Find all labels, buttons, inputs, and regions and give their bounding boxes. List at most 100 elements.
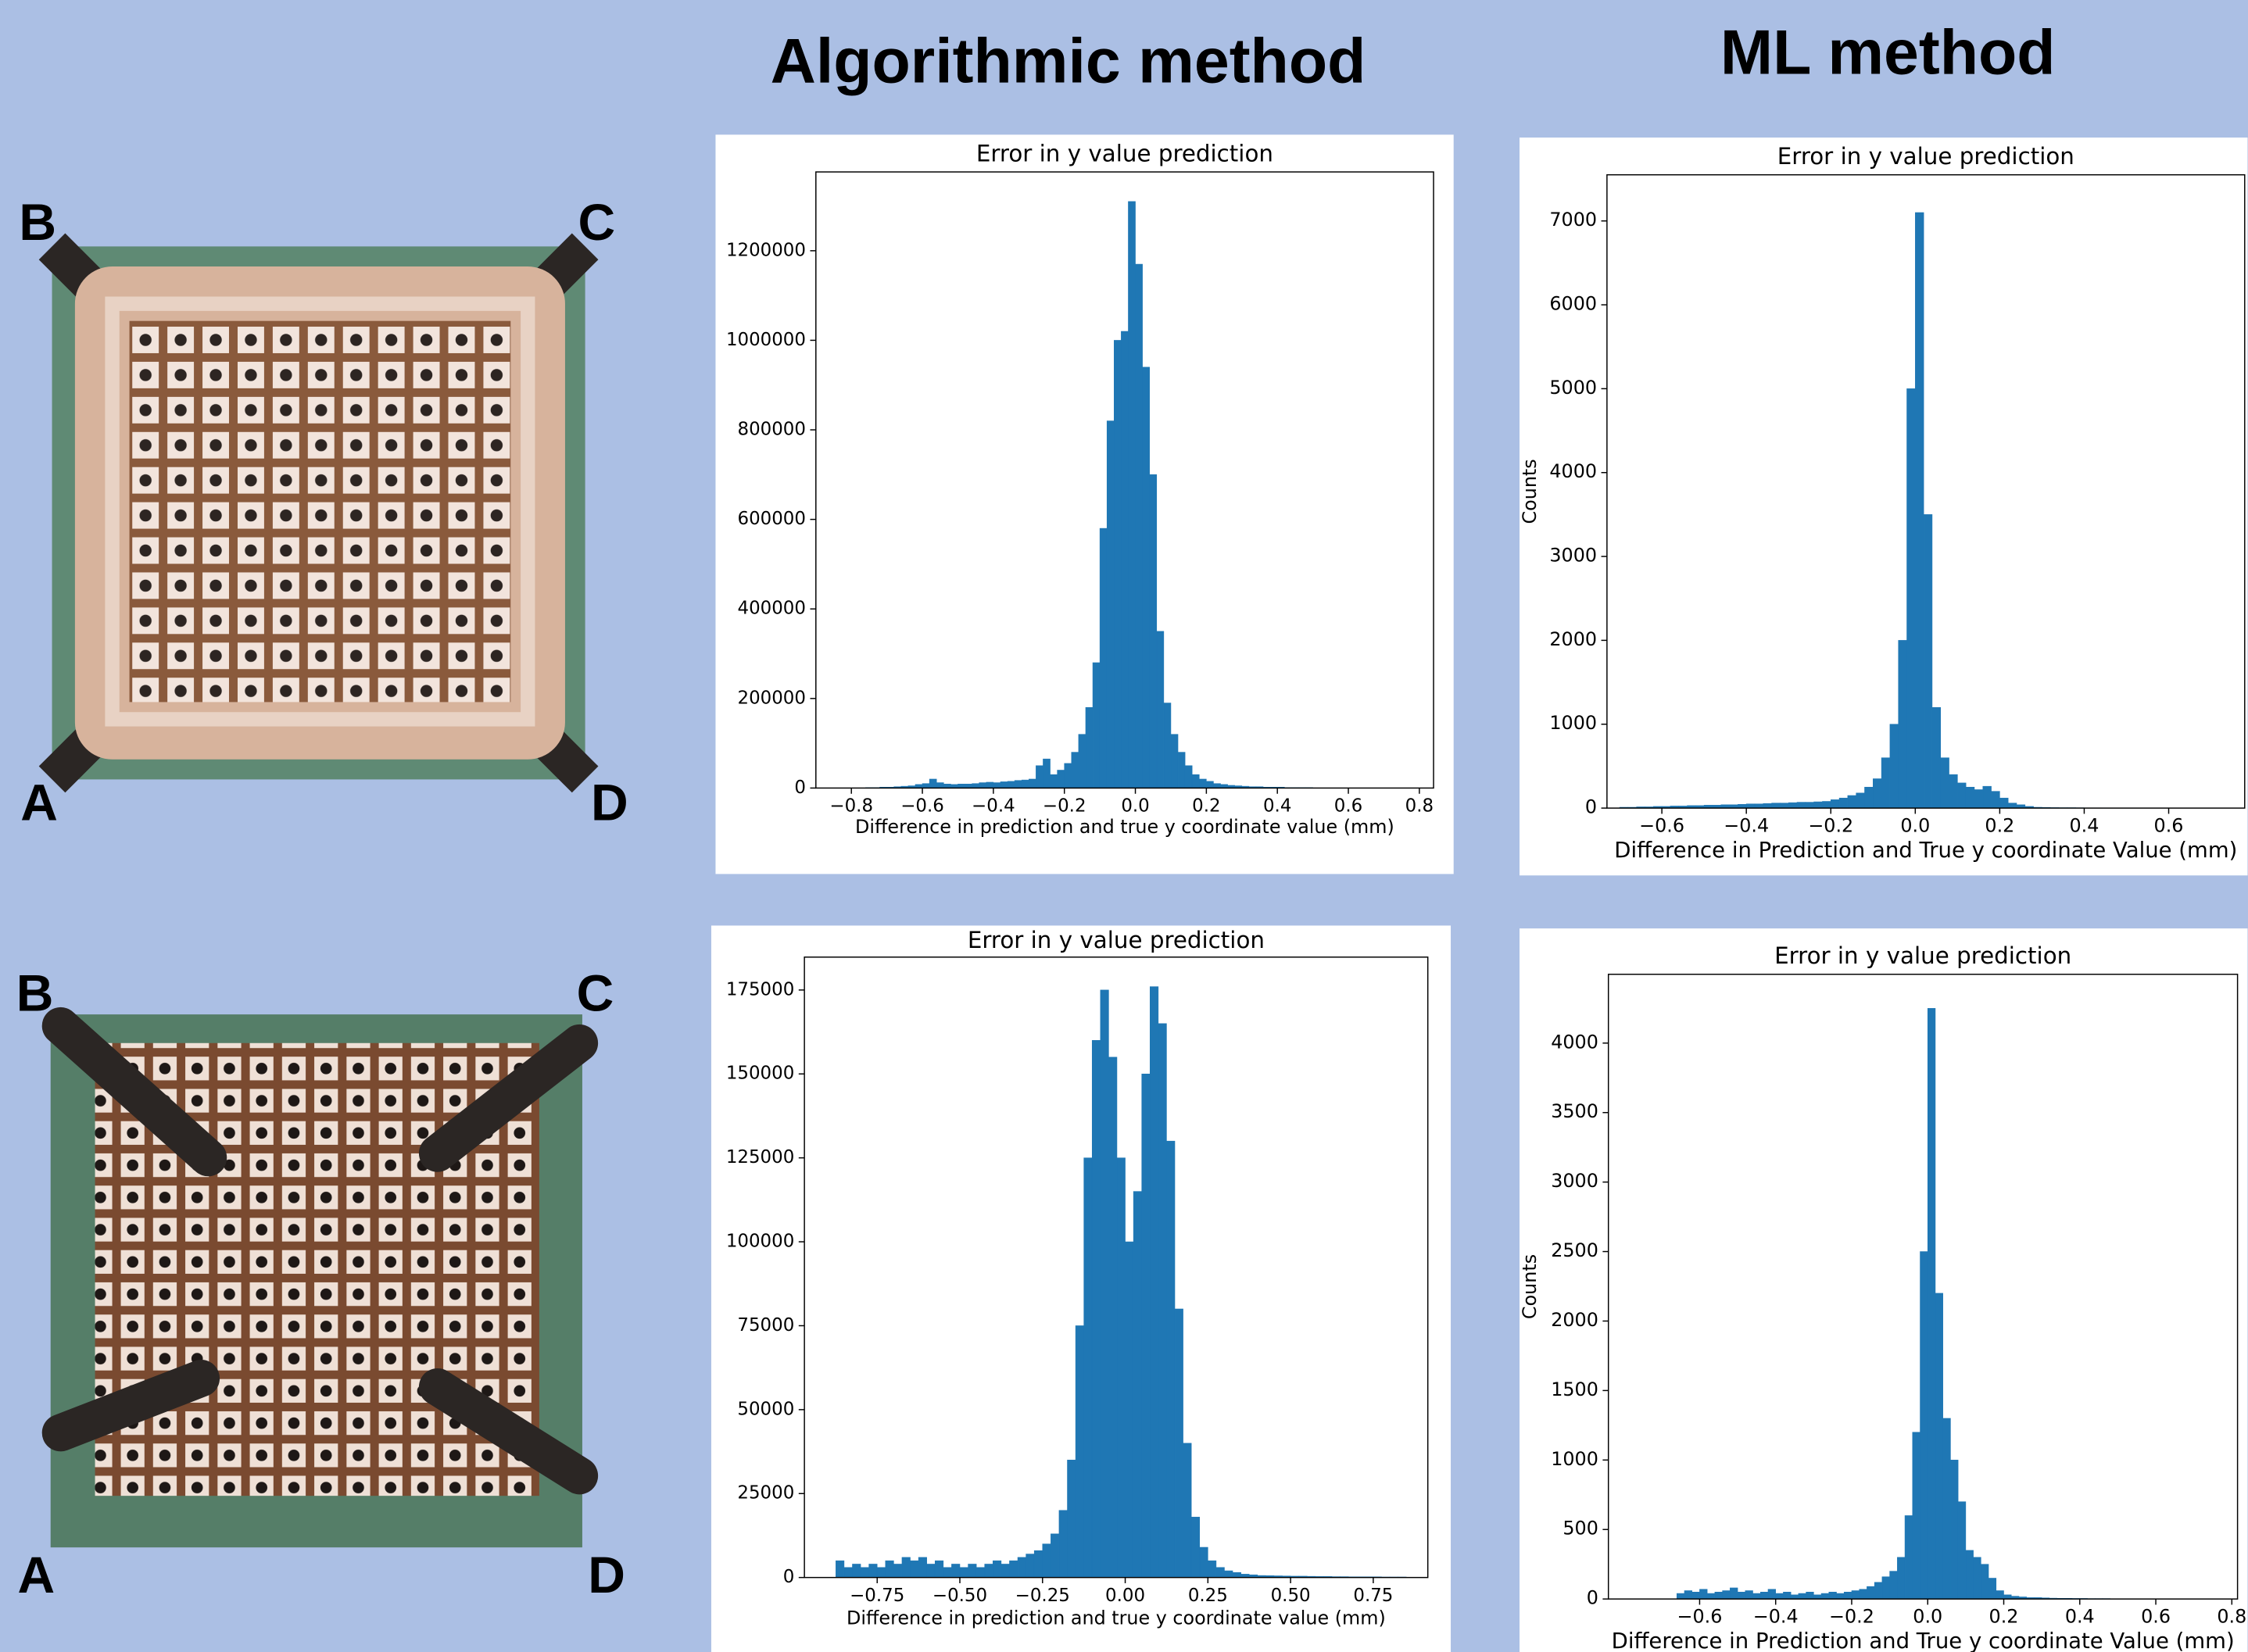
histogram-bar xyxy=(1851,1590,1860,1600)
x-tick-label: 0.0 xyxy=(1900,814,1930,836)
histogram-bar xyxy=(885,1560,894,1578)
histogram-bar xyxy=(1805,802,1814,809)
axes-frame xyxy=(804,957,1429,1579)
histogram-bar xyxy=(910,1560,919,1578)
histogram-bar xyxy=(1213,783,1221,788)
histogram-bar xyxy=(1128,201,1136,788)
histogram-bar xyxy=(1714,1591,1723,1600)
y-axis-label: Counts xyxy=(1519,459,1541,524)
chart-title: Error in y value prediction xyxy=(976,141,1273,167)
x-axis-label: Difference in Prediction and True y coor… xyxy=(1614,838,2237,863)
histogram-bar xyxy=(959,1567,968,1578)
histogram-bar xyxy=(1149,474,1158,788)
histogram-bar xyxy=(1763,803,1772,809)
x-axis-label: Difference in prediction and true y coor… xyxy=(855,816,1394,838)
histogram-bar xyxy=(943,783,951,788)
histogram-bar xyxy=(1177,752,1186,788)
histogram-bar xyxy=(1973,1557,1981,1600)
x-tick-label: −0.2 xyxy=(1808,814,1853,836)
axes-frame xyxy=(815,171,1434,789)
histogram-bar xyxy=(934,1560,944,1578)
histogram-bar xyxy=(1170,734,1179,788)
histogram-bar xyxy=(1881,1576,1890,1600)
histogram-bar xyxy=(1108,1057,1118,1578)
histogram-bar xyxy=(1759,1591,1769,1600)
y-tick-label: 200000 xyxy=(738,688,806,708)
histogram-bar xyxy=(1067,1460,1076,1578)
histogram-bar xyxy=(1092,662,1101,788)
histogram-bar xyxy=(1889,1571,1898,1600)
y-tick-label: 1000000 xyxy=(726,330,806,350)
x-tick-label: −0.6 xyxy=(1677,1605,1723,1627)
x-tick-label: −0.8 xyxy=(829,796,873,817)
x-tick-label: 0.4 xyxy=(1263,796,1291,817)
y-tick-label: 1500 xyxy=(1551,1378,1598,1400)
histogram-bar xyxy=(1150,986,1159,1578)
histogram-bar xyxy=(1699,1589,1708,1600)
histogram-bar xyxy=(929,778,937,788)
histogram-bar xyxy=(1116,1157,1126,1578)
photo xyxy=(38,233,599,793)
histogram-bar xyxy=(1813,1594,1822,1600)
y-tick-label: 6000 xyxy=(1549,293,1597,315)
histogram-bar xyxy=(1864,786,1874,809)
histogram-bar xyxy=(979,782,987,788)
histogram-bar xyxy=(1215,1567,1225,1578)
histogram-bar xyxy=(1064,763,1072,788)
histogram-bar xyxy=(918,1557,927,1578)
histogram-bar xyxy=(1078,734,1086,788)
histogram-bar xyxy=(1706,1593,1716,1600)
histogram-bar xyxy=(1754,803,1764,809)
y-tick-label: 3000 xyxy=(1549,545,1597,567)
histogram-bar xyxy=(1133,1191,1142,1578)
x-tick-label: 0.00 xyxy=(1105,1586,1145,1606)
histogram-bar xyxy=(1745,1590,1753,1600)
x-tick-label: 0.25 xyxy=(1188,1586,1228,1606)
histogram-bar xyxy=(1099,527,1108,788)
histogram-bar xyxy=(1820,1593,1830,1600)
histogram-bar xyxy=(1141,1073,1151,1578)
x-tick-label: 0.6 xyxy=(2154,814,2184,836)
histogram-bar xyxy=(1190,1517,1201,1578)
y-tick-label: 2500 xyxy=(1551,1239,1598,1261)
histogram-bar xyxy=(1014,780,1022,788)
y-tick-label: 1000 xyxy=(1551,1448,1598,1470)
histogram-bar xyxy=(1051,1533,1060,1578)
y-tick-label: 2000 xyxy=(1551,1309,1598,1331)
histogram-bar xyxy=(975,1567,986,1578)
histogram-bar xyxy=(1898,640,1907,809)
histogram-bar xyxy=(1737,1591,1746,1600)
histogram-bar xyxy=(1142,367,1150,788)
histogram-bar xyxy=(926,1564,936,1578)
corner-label: D xyxy=(588,1546,625,1604)
corner-label: A xyxy=(20,774,58,831)
histogram-bar xyxy=(1163,703,1172,788)
histogram-bar xyxy=(1856,792,1865,809)
histogram-bar xyxy=(1813,801,1823,809)
x-tick-label: 0.2 xyxy=(1985,814,2014,836)
histogram-bar xyxy=(2007,803,2017,809)
histogram-bar xyxy=(1208,1560,1217,1578)
histogram-bar xyxy=(951,1564,961,1578)
histogram-bar xyxy=(1191,774,1200,788)
histogram-bar xyxy=(860,1567,869,1578)
histogram-bar xyxy=(1788,802,1798,809)
y-tick-label: 1200000 xyxy=(726,240,806,260)
histogram-bar xyxy=(1783,1591,1792,1600)
y-tick-label: 600000 xyxy=(738,509,806,529)
y-tick-label: 175000 xyxy=(726,979,794,999)
histogram-bar xyxy=(1026,1554,1035,1578)
y-tick-label: 400000 xyxy=(738,599,806,619)
histogram-bar xyxy=(1050,774,1058,788)
x-tick-label: −0.75 xyxy=(850,1586,904,1606)
histogram-bar xyxy=(1071,752,1079,788)
histogram-bar xyxy=(1806,1591,1814,1600)
histogram-bar xyxy=(1780,803,1789,809)
y-tick-label: 0 xyxy=(1585,796,1597,818)
chart-title: Error in y value prediction xyxy=(1777,143,2074,170)
histogram-bar xyxy=(1931,707,1942,809)
y-tick-label: 2000 xyxy=(1549,628,1597,650)
histogram-bar xyxy=(1988,1578,1997,1600)
histogram-bar xyxy=(1798,1593,1806,1600)
axes-frame xyxy=(1607,974,2239,1600)
